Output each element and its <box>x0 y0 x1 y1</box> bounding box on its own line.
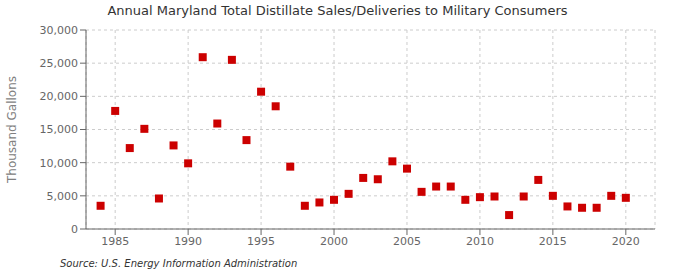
svg-text:1995: 1995 <box>247 235 275 248</box>
svg-text:30,000: 30,000 <box>40 24 79 37</box>
svg-text:2020: 2020 <box>612 235 640 248</box>
svg-text:20,000: 20,000 <box>40 90 79 103</box>
svg-text:5,000: 5,000 <box>47 190 79 203</box>
svg-text:2000: 2000 <box>320 235 348 248</box>
svg-text:2015: 2015 <box>539 235 567 248</box>
svg-text:2010: 2010 <box>466 235 494 248</box>
html-text:Source: U.S. Energy Informatio: Source: U.S. Energy Information Administ… <box>60 258 298 269</box>
svg-text:1985: 1985 <box>101 235 129 248</box>
svg-text:Thousand Gallons: Thousand Gallons <box>8 76 19 184</box>
svg-text:15,000: 15,000 <box>40 123 79 136</box>
svg-text:2005: 2005 <box>393 235 421 248</box>
svg-text:0: 0 <box>71 223 78 236</box>
svg-text:10,000: 10,000 <box>40 157 79 170</box>
svg-text:25,000: 25,000 <box>40 57 79 70</box>
svg-text:1990: 1990 <box>174 235 202 248</box>
html-text:Annual Maryland Total Distilla: Annual Maryland Total Distillate Sales/D… <box>107 3 568 18</box>
